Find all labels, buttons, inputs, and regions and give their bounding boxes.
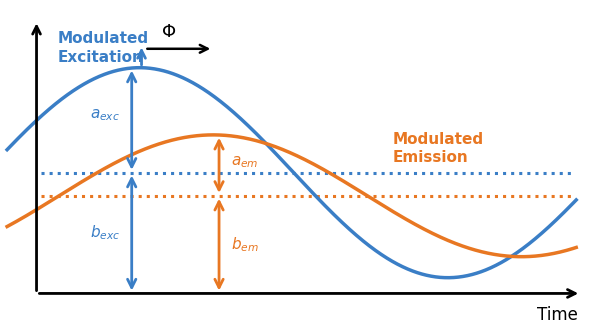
Text: $a_{em}$: $a_{em}$ bbox=[231, 154, 259, 170]
Text: Modulated
Emission: Modulated Emission bbox=[392, 132, 483, 166]
Text: $b_{exc}$: $b_{exc}$ bbox=[89, 224, 120, 242]
Text: Time: Time bbox=[538, 306, 578, 324]
Text: $\Phi$: $\Phi$ bbox=[161, 24, 176, 41]
Text: $b_{em}$: $b_{em}$ bbox=[231, 235, 259, 254]
Text: $a_{exc}$: $a_{exc}$ bbox=[90, 107, 120, 123]
Text: Modulated
Excitation: Modulated Excitation bbox=[58, 31, 149, 65]
